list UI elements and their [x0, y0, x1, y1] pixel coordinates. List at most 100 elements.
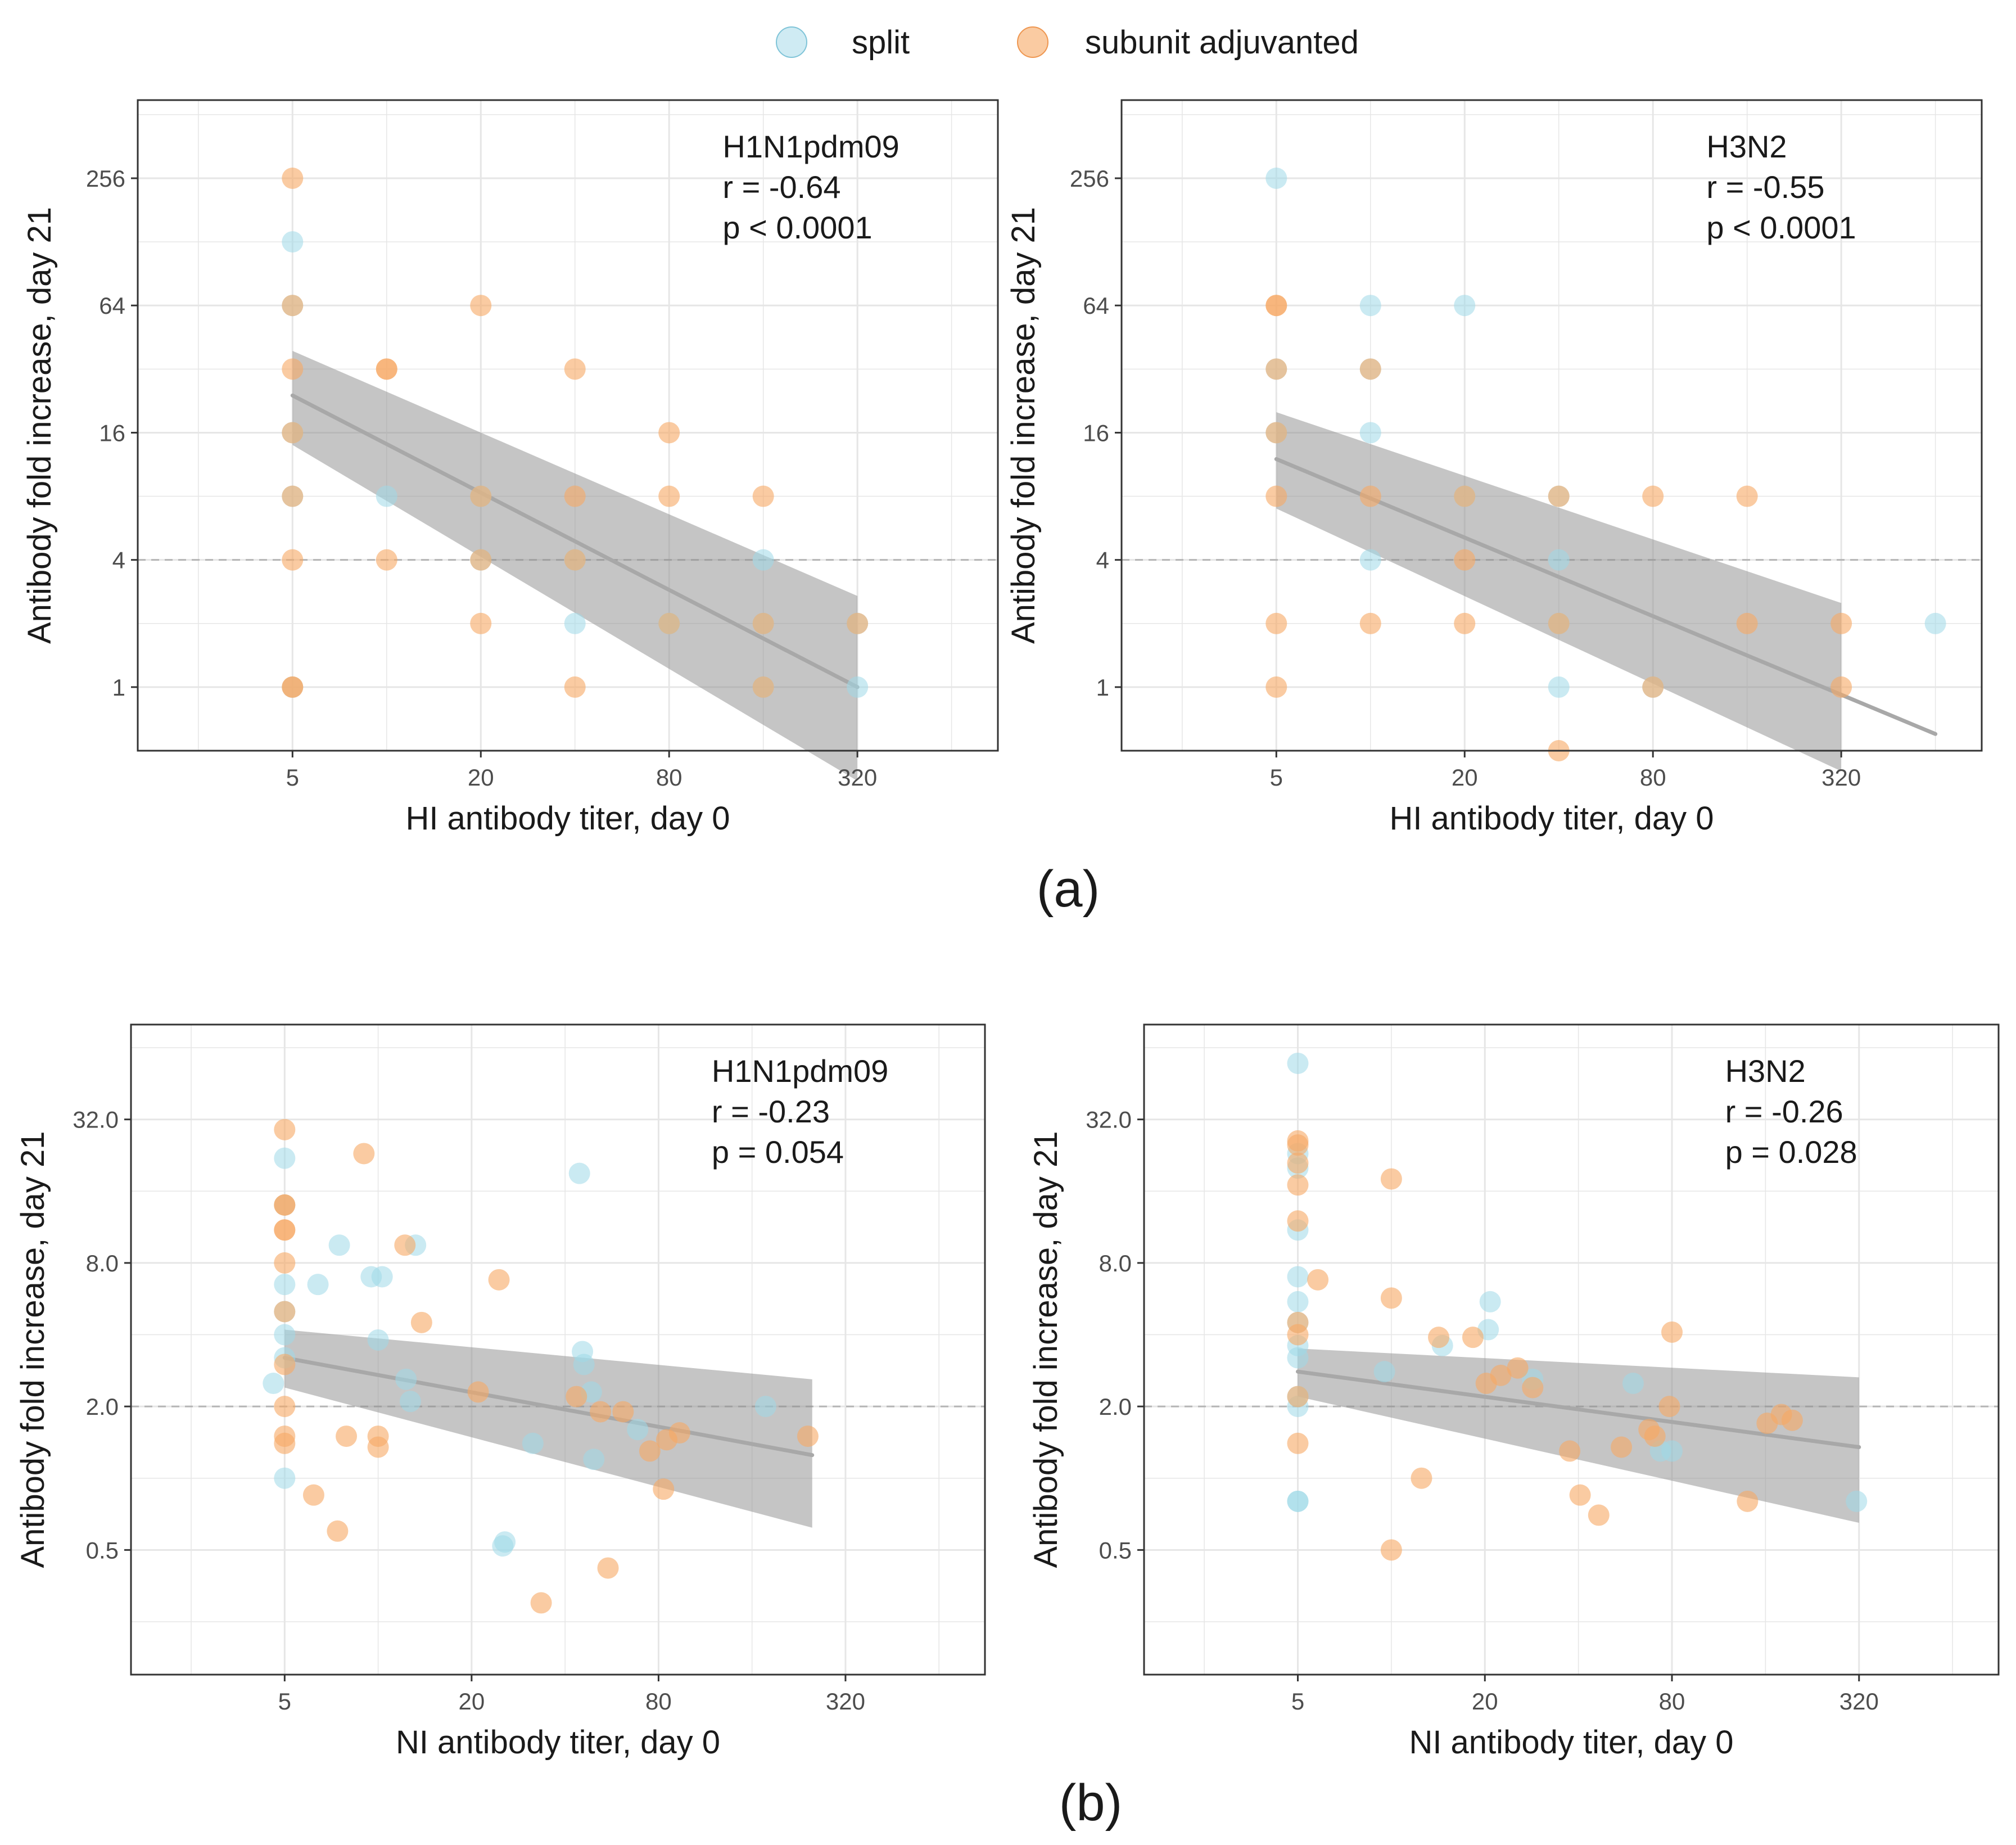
plot-border	[130, 1023, 986, 1676]
data-point-subunit	[274, 1118, 296, 1140]
data-point-subunit	[1830, 612, 1852, 634]
data-point-subunit	[488, 1269, 510, 1291]
series-subunit-adjuvanted	[274, 1118, 819, 1614]
data-point-split	[1661, 1440, 1683, 1462]
data-point-split	[1622, 1373, 1644, 1395]
x-tick-label: 20	[459, 1688, 485, 1715]
data-point-split	[1287, 1490, 1309, 1512]
annotation-p-value: p < 0.0001	[1706, 210, 1856, 245]
x-tick-label: 5	[286, 764, 299, 791]
series-subunit-adjuvanted	[1287, 1130, 1803, 1561]
x-tick-label: 320	[826, 1688, 865, 1715]
data-point-subunit	[376, 358, 397, 380]
plot-border	[1143, 1023, 2000, 1676]
y-tick-label: 16	[99, 419, 125, 446]
data-point-split	[1373, 1361, 1395, 1383]
data-point-subunit	[658, 485, 680, 507]
data-point-subunit	[1522, 1377, 1544, 1399]
data-point-subunit	[282, 485, 304, 507]
annotation-subtype: H1N1pdm09	[712, 1053, 888, 1089]
data-point-split	[1846, 1490, 1868, 1512]
data-point-split	[1548, 549, 1570, 571]
data-point-split	[494, 1531, 516, 1553]
y-axis-title: Antibody fold increase, day 21	[15, 1131, 51, 1568]
x-axis-title: HI antibody titer, day 0	[405, 800, 730, 837]
data-point-subunit	[394, 1234, 416, 1256]
data-point-subunit	[1287, 1152, 1309, 1174]
chart-ni-h1n1pdm09: 5 20 80 320 0.5 2.0 8.0 32.0 NI antibody titer, …	[15, 1023, 986, 1761]
data-point-split	[583, 1449, 605, 1470]
series-subunit-adjuvanted	[282, 167, 869, 698]
data-point-split	[522, 1432, 544, 1454]
data-point-subunit	[1454, 549, 1476, 571]
chart-hi-h1n1pdm09: 5 20 80 320 1 4 16 64 256 HI antibody titer, day …	[21, 99, 999, 837]
y-tick-label: 16	[1083, 419, 1109, 446]
data-point-subunit	[1737, 1490, 1759, 1512]
data-point-subunit	[1265, 676, 1287, 698]
data-point-subunit	[336, 1426, 358, 1447]
x-tick-label: 80	[645, 1688, 672, 1715]
data-point-subunit	[1644, 1426, 1666, 1447]
data-point-subunit	[274, 1354, 296, 1375]
data-point-subunit	[847, 612, 869, 634]
data-point-subunit	[282, 549, 304, 571]
data-point-subunit	[1611, 1436, 1633, 1458]
data-point-split	[274, 1324, 296, 1346]
data-point-subunit	[1548, 485, 1570, 507]
data-point-subunit	[1287, 1432, 1309, 1454]
x-axis-title: NI antibody titer, day 0	[1409, 1724, 1733, 1761]
x-tick-label: 20	[468, 764, 494, 791]
data-point-subunit	[1830, 676, 1852, 698]
data-point-subunit	[367, 1436, 389, 1458]
data-point-subunit	[282, 422, 304, 444]
data-point-subunit	[797, 1426, 819, 1447]
x-tick-label: 20	[1452, 764, 1478, 791]
panel-label-b: (b)	[1059, 1774, 1122, 1832]
data-point-subunit	[282, 295, 304, 317]
y-tick-label: 64	[99, 292, 125, 319]
data-point-subunit	[1462, 1327, 1484, 1348]
data-point-subunit	[1265, 358, 1287, 380]
data-point-subunit	[639, 1440, 661, 1462]
annotation-p-value: p = 0.028	[1725, 1134, 1857, 1170]
data-point-subunit	[1781, 1409, 1803, 1431]
data-point-subunit	[1265, 485, 1287, 507]
x-axis-title: HI antibody titer, day 0	[1389, 800, 1714, 837]
data-point-subunit	[1359, 485, 1381, 507]
legend: split subunit adjuvanted	[776, 24, 1359, 61]
data-point-subunit	[1265, 612, 1287, 634]
data-point-subunit	[282, 358, 304, 380]
data-point-subunit	[1287, 1134, 1309, 1156]
annotation-r-value: r = -0.55	[1706, 169, 1824, 205]
data-point-split	[1265, 167, 1287, 189]
data-point-subunit	[282, 167, 304, 189]
data-point-subunit	[752, 676, 774, 698]
data-point-subunit	[1307, 1269, 1329, 1291]
data-point-subunit	[1642, 485, 1664, 507]
data-point-subunit	[1287, 1210, 1309, 1232]
regression-line	[1274, 457, 1938, 736]
legend-label-subunit: subunit adjuvanted	[1085, 24, 1359, 61]
data-point-subunit	[470, 612, 492, 634]
x-tick-label: 320	[838, 764, 877, 791]
data-point-subunit	[752, 485, 774, 507]
annotation-subtype: H3N2	[1725, 1053, 1806, 1089]
chart-hi-h3n2: 5 20 80 320 1 4 16 64 256 HI antibody titer, day …	[1005, 99, 1983, 837]
data-point-split	[1359, 549, 1381, 571]
data-point-subunit	[564, 549, 586, 571]
y-tick-label: 1	[112, 674, 125, 701]
data-point-subunit	[590, 1401, 612, 1423]
y-tick-label: 4	[112, 547, 125, 574]
plot-border	[137, 99, 999, 752]
data-point-subunit	[327, 1520, 349, 1542]
y-axis-title: Antibody fold increase, day 21	[21, 207, 58, 644]
data-point-split	[564, 612, 586, 634]
y-tick-label: 2.0	[86, 1393, 119, 1420]
annotation-subtype: H1N1pdm09	[722, 129, 899, 164]
plot-background	[131, 1025, 985, 1675]
data-point-subunit	[1490, 1364, 1512, 1386]
data-point-subunit	[470, 485, 492, 507]
data-point-subunit	[1736, 485, 1758, 507]
series-subunit-adjuvanted	[1265, 295, 1852, 761]
legend-marker-split	[776, 26, 807, 58]
